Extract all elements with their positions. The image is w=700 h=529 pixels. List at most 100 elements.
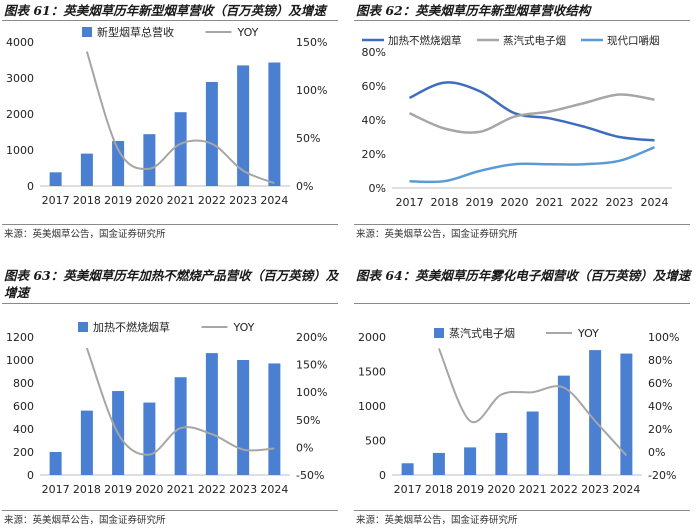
y2-tick-label: 80% bbox=[648, 354, 672, 367]
chart-panel-61: 图表 61：英美烟草历年新型烟草营收（百万英镑）及增速 0 1000 2000 300… bbox=[0, 0, 340, 258]
legend-label: 现代口嚼烟 bbox=[607, 34, 660, 47]
y2-tick-label: 100% bbox=[296, 386, 327, 399]
bar bbox=[268, 363, 281, 475]
y-tick-label: 2000 bbox=[6, 108, 34, 121]
x-tick-label: 2020 bbox=[135, 483, 163, 496]
x-tick-label: 2022 bbox=[571, 196, 599, 209]
y2-tick-label: 150% bbox=[296, 359, 327, 372]
y2-tick-label: 40% bbox=[648, 400, 672, 413]
source-note: 来源：英美烟草公告，国金证券研究所 bbox=[4, 515, 166, 526]
y2-tick-label: 0% bbox=[648, 446, 665, 459]
title-rule bbox=[2, 20, 338, 21]
y-tick-label: 1000 bbox=[6, 144, 34, 157]
y2-tick-label: 200% bbox=[296, 331, 327, 344]
y2-tick-label: 60% bbox=[648, 377, 672, 390]
y-tick-label: 60% bbox=[362, 80, 386, 93]
x-tick-label: 2024 bbox=[260, 483, 288, 496]
y-tick-label: 4000 bbox=[6, 36, 34, 49]
bar bbox=[589, 350, 602, 475]
series-line bbox=[408, 81, 655, 142]
bar bbox=[174, 112, 187, 186]
title-rule bbox=[354, 303, 690, 304]
bar bbox=[80, 410, 93, 475]
legend-label: YOY bbox=[233, 321, 255, 334]
y-tick-label: 400 bbox=[13, 423, 34, 436]
bar bbox=[401, 463, 414, 475]
x-tick-label: 2019 bbox=[466, 196, 494, 209]
chart-svg: 0% 20% 40% 60% 80% 2017 2018 2019 2020 2021 2022 20… bbox=[362, 34, 672, 209]
source-rule bbox=[2, 224, 338, 225]
x-tick-label: 2022 bbox=[198, 194, 226, 207]
bar bbox=[464, 447, 477, 475]
y-tick-label: 0 bbox=[379, 469, 386, 482]
y2-tick-label: 150% bbox=[296, 36, 327, 49]
y-tick-label: 2000 bbox=[358, 331, 386, 344]
legend-label: 加热不燃烧烟草 bbox=[93, 320, 170, 334]
x-tick-label: 2017 bbox=[396, 196, 424, 209]
x-tick-label: 2017 bbox=[42, 194, 70, 207]
y-tick-label: 0% bbox=[369, 182, 386, 195]
bar bbox=[557, 375, 570, 475]
bar bbox=[143, 402, 156, 475]
x-tick-label: 2018 bbox=[73, 194, 101, 207]
x-tick-label: 2024 bbox=[260, 194, 288, 207]
x-tick-label: 2023 bbox=[581, 483, 609, 496]
chart-svg: 0 200 400 600 800 1000 1200 -50% 0% 50% 100% 150% 20… bbox=[6, 320, 327, 496]
y2-tick-label: 20% bbox=[648, 423, 672, 436]
y2-tick-label: 100% bbox=[296, 84, 327, 97]
bar bbox=[526, 411, 539, 475]
x-tick-label: 2022 bbox=[550, 483, 578, 496]
y-tick-label: 600 bbox=[13, 400, 34, 413]
y-tick-label: 20% bbox=[362, 148, 386, 161]
y-tick-label: 1500 bbox=[358, 366, 386, 379]
chart-panel-64: 图表 64：英美烟草历年雾化电子烟营收（百万英镑）及增速 0 500 1000 150… bbox=[352, 265, 692, 526]
x-tick-label: 2024 bbox=[641, 196, 669, 209]
series-line bbox=[408, 93, 655, 134]
x-tick-label: 2019 bbox=[104, 483, 132, 496]
y-tick-label: 80% bbox=[362, 46, 386, 59]
source-note: 来源：英美烟草公告，国金证券研究所 bbox=[356, 515, 518, 526]
x-tick-label: 2017 bbox=[42, 483, 70, 496]
y2-tick-label: 0% bbox=[296, 441, 313, 454]
y-tick-label: 1000 bbox=[358, 400, 386, 413]
source-rule bbox=[354, 224, 690, 225]
y2-tick-label: 50% bbox=[296, 132, 320, 145]
x-tick-label: 2023 bbox=[606, 196, 634, 209]
title-rule bbox=[2, 303, 338, 304]
legend-swatch bbox=[82, 27, 92, 37]
chart-panel-63: 图表 63：英美烟草历年加热不燃烧产品营收（百万英镑）及增速 0 200 400 60… bbox=[0, 265, 340, 526]
source-rule bbox=[2, 510, 338, 511]
bar bbox=[112, 141, 125, 186]
y2-tick-label: 0% bbox=[296, 180, 313, 193]
y2-tick-label: -20% bbox=[648, 469, 676, 482]
x-tick-label: 2020 bbox=[501, 196, 529, 209]
y2-tick-label: 50% bbox=[296, 414, 320, 427]
legend-label: YOY bbox=[237, 26, 259, 39]
y-tick-label: 0 bbox=[27, 180, 34, 193]
x-tick-label: 2022 bbox=[198, 483, 226, 496]
source-rule bbox=[354, 510, 690, 511]
x-tick-label: 2021 bbox=[167, 483, 195, 496]
legend-swatch bbox=[434, 328, 444, 338]
bar bbox=[49, 452, 62, 475]
series-line bbox=[409, 146, 655, 184]
bar bbox=[143, 134, 156, 186]
x-tick-label: 2020 bbox=[135, 194, 163, 207]
x-tick-label: 2018 bbox=[431, 196, 459, 209]
x-tick-label: 2021 bbox=[536, 196, 564, 209]
chart-svg: 0 500 1000 1500 2000 -20% 0% 20% 40% 60% 80% 100% 20… bbox=[358, 326, 679, 496]
y-tick-label: 800 bbox=[13, 377, 34, 390]
series-line bbox=[85, 347, 275, 456]
series-line bbox=[437, 348, 628, 457]
y-tick-label: 40% bbox=[362, 114, 386, 127]
bar bbox=[268, 62, 281, 186]
legend-label: 蒸汽式电子烟 bbox=[449, 326, 515, 340]
x-tick-label: 2021 bbox=[519, 483, 547, 496]
legend-label: 蒸汽式电子烟 bbox=[503, 34, 566, 47]
chart-title: 图表 61：英美烟草历年新型烟草营收（百万英镑）及增速 bbox=[4, 3, 326, 18]
x-tick-label: 2018 bbox=[425, 483, 453, 496]
chart-title: 图表 62：英美烟草历年新型烟草营收结构 bbox=[356, 3, 591, 18]
x-tick-label: 2024 bbox=[612, 483, 640, 496]
legend-label: YOY bbox=[577, 327, 599, 340]
legend-label: 新型烟草总营收 bbox=[97, 25, 174, 39]
